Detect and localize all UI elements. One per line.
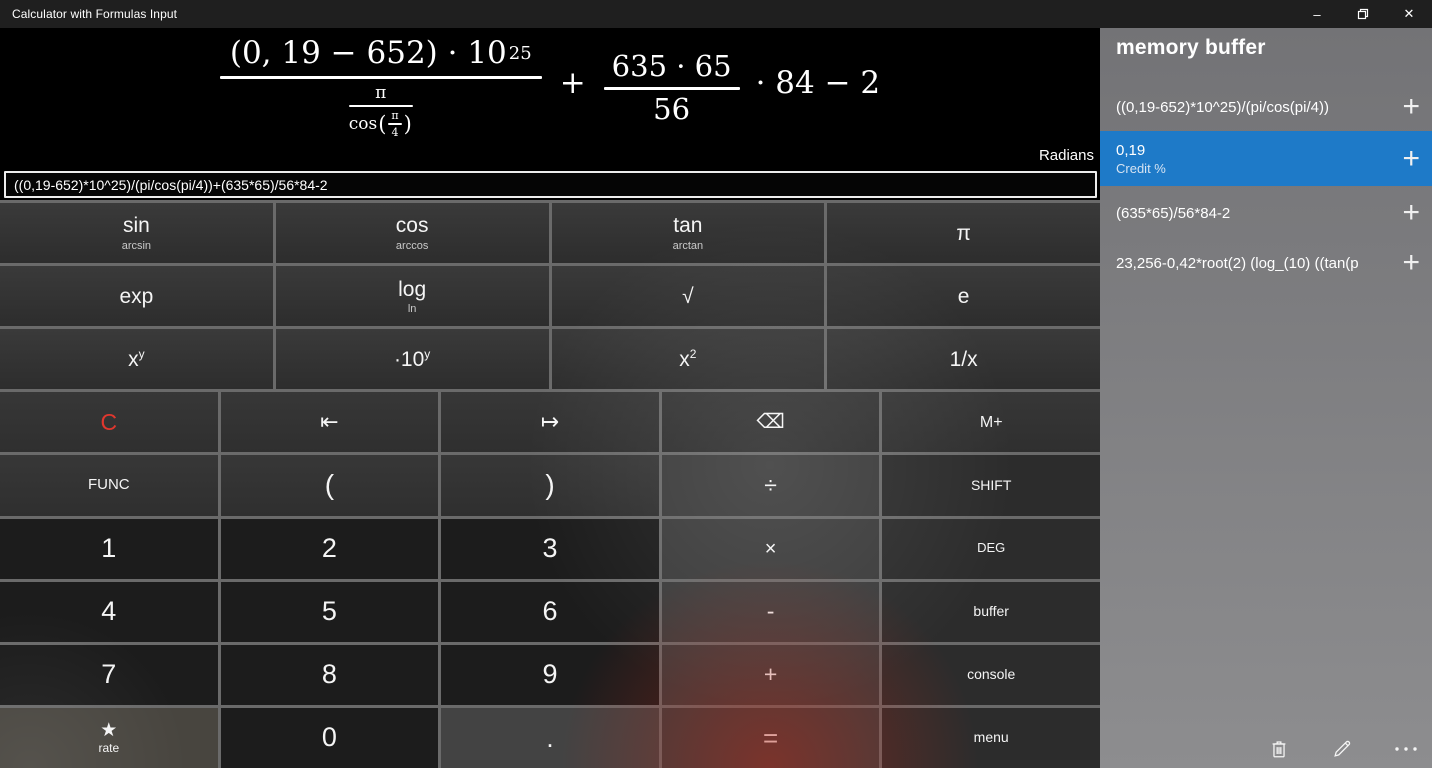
add-to-input-icon[interactable]: + xyxy=(1402,141,1420,175)
add-to-input-icon[interactable]: + xyxy=(1402,196,1420,229)
button-8[interactable]: 8 xyxy=(220,644,439,705)
button-tan[interactable]: tan arctan xyxy=(551,203,825,264)
more-button[interactable] xyxy=(1394,745,1418,753)
button-cursor-right[interactable]: ↦ xyxy=(441,392,659,453)
button-shift[interactable]: SHIFT xyxy=(882,455,1100,516)
button-decimal[interactable]: . xyxy=(441,707,659,768)
window-controls: – ✕ xyxy=(1294,0,1432,28)
button-cursor-left[interactable]: ⇤ xyxy=(220,392,439,453)
minimize-button[interactable]: – xyxy=(1294,0,1340,28)
button-2[interactable]: 2 xyxy=(220,518,439,579)
button-rate[interactable]: ★ rate xyxy=(0,707,218,768)
backspace-icon: ⌫ xyxy=(756,411,785,434)
button-x-squared[interactable]: x2 xyxy=(551,329,825,390)
minimize-icon: – xyxy=(1313,6,1321,22)
button-sqrt[interactable]: √ xyxy=(551,266,825,327)
button-buffer[interactable]: buffer xyxy=(882,581,1100,642)
fraction-bar xyxy=(388,123,402,125)
fraction-bar xyxy=(219,76,542,80)
edit-button[interactable] xyxy=(1331,738,1353,760)
button-log[interactable]: log ln xyxy=(275,266,549,327)
button-clear[interactable]: C xyxy=(0,392,218,453)
button-1[interactable]: 1 xyxy=(0,518,218,579)
button-deg[interactable]: DEG xyxy=(882,518,1100,579)
formula-tail: · 84 − 2 xyxy=(755,65,881,101)
button-close-paren[interactable]: ) xyxy=(441,455,659,516)
memory-item[interactable]: 23,256-0,42*root(2) (log_(10) ((tan(p + xyxy=(1116,246,1420,279)
memory-item-subtitle: Credit % xyxy=(1116,160,1166,176)
memory-buffer-title: memory buffer xyxy=(1116,36,1266,59)
formula-input[interactable] xyxy=(4,171,1097,198)
fraction-bar xyxy=(348,105,413,108)
formula-inner-fraction: π cos(π 4) xyxy=(348,83,413,139)
memory-item-selected[interactable]: 0,19 Credit % + xyxy=(1100,131,1432,186)
pencil-icon xyxy=(1334,740,1351,757)
ellipsis-icon xyxy=(1395,747,1417,751)
button-console[interactable]: console xyxy=(882,644,1100,705)
button-memory-add[interactable]: M+ xyxy=(882,392,1100,453)
button-minus[interactable]: - xyxy=(661,581,880,642)
button-x-pow-y[interactable]: xy xyxy=(0,329,273,390)
close-icon: ✕ xyxy=(1403,6,1415,21)
button-10-pow-y[interactable]: ·10y xyxy=(275,329,549,390)
memory-item[interactable]: ((0,19-652)*10^25)/(pi/cos(pi/4)) + xyxy=(1116,90,1420,123)
restore-button[interactable] xyxy=(1340,0,1386,28)
add-to-input-icon[interactable]: + xyxy=(1402,90,1420,123)
formula-main-fraction: (0, 19 − 652) · 10 25 π cos(π 4) xyxy=(219,35,542,139)
button-3[interactable]: 3 xyxy=(441,518,659,579)
formula-display: (0, 19 − 652) · 10 25 π cos(π 4) + xyxy=(0,28,1100,200)
fraction-bar xyxy=(603,86,740,90)
button-9[interactable]: 9 xyxy=(441,644,659,705)
button-exp[interactable]: exp xyxy=(0,266,273,327)
button-divide[interactable]: ÷ xyxy=(661,455,880,516)
cursor-right-icon: ↦ xyxy=(540,409,560,435)
angle-mode-label: Radians xyxy=(1038,147,1094,164)
button-multiply[interactable]: × xyxy=(661,518,880,579)
button-open-paren[interactable]: ( xyxy=(220,455,439,516)
button-equals[interactable]: = xyxy=(661,707,880,768)
close-button[interactable]: ✕ xyxy=(1386,0,1432,28)
button-7[interactable]: 7 xyxy=(0,644,218,705)
button-menu[interactable]: menu xyxy=(882,707,1100,768)
delete-button[interactable] xyxy=(1268,738,1290,760)
window-title: Calculator with Formulas Input xyxy=(12,7,178,21)
memory-buffer-list: ((0,19-652)*10^25)/(pi/cos(pi/4)) + 0,19… xyxy=(1100,86,1432,286)
button-sin[interactable]: sin arcsin xyxy=(0,203,273,264)
button-pi[interactable]: π xyxy=(827,203,1100,264)
rendered-formula: (0, 19 − 652) · 10 25 π cos(π 4) + xyxy=(0,30,1100,144)
button-6[interactable]: 6 xyxy=(441,581,659,642)
memory-buffer-actions xyxy=(1268,738,1418,760)
trash-icon xyxy=(1272,741,1286,758)
button-plus[interactable]: + xyxy=(661,644,880,705)
restore-icon xyxy=(1357,8,1369,20)
cursor-left-icon: ⇤ xyxy=(320,409,339,435)
button-0[interactable]: 0 xyxy=(220,707,439,768)
button-reciprocal[interactable]: 1/x xyxy=(827,329,1100,390)
titlebar: Calculator with Formulas Input – ✕ xyxy=(0,0,1432,28)
button-func[interactable]: FUNC xyxy=(0,455,218,516)
add-to-input-icon[interactable]: + xyxy=(1402,246,1420,279)
button-4[interactable]: 4 xyxy=(0,581,218,642)
memory-buffer-panel: memory buffer ((0,19-652)*10^25)/(pi/cos… xyxy=(1100,28,1432,768)
button-5[interactable]: 5 xyxy=(220,581,439,642)
button-cos[interactable]: cos arccos xyxy=(275,203,549,264)
memory-item[interactable]: (635*65)/56*84-2 + xyxy=(1116,196,1420,229)
formula-second-fraction: 635 · 65 56 xyxy=(603,49,740,126)
star-icon: ★ xyxy=(100,719,118,741)
keypad: sin arcsin cos arccos tan arctan π exp log l… xyxy=(0,200,1100,768)
button-e[interactable]: e xyxy=(827,266,1100,327)
button-backspace[interactable]: ⌫ xyxy=(661,392,880,453)
formula-plus-operator: + xyxy=(559,65,586,101)
